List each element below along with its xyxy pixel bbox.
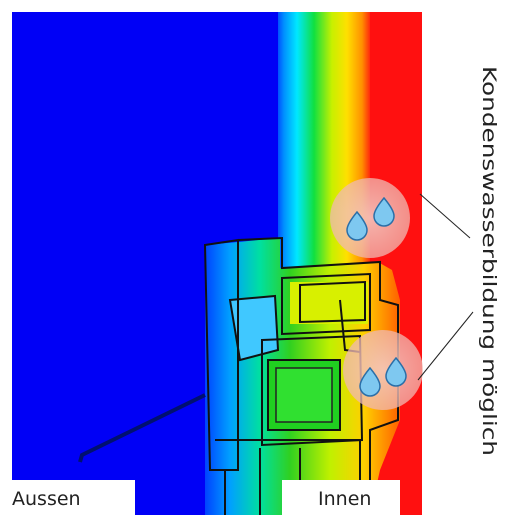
outside-label: Aussen (12, 488, 81, 510)
label-box (282, 480, 400, 515)
sill (78, 393, 206, 463)
leader-line (417, 311, 474, 381)
condensation-spot (330, 178, 410, 258)
droplets (346, 196, 407, 397)
label-box (0, 480, 135, 515)
inside-label: Innen (318, 488, 371, 510)
condensation-label: Kondenswasserbildung möglich (478, 66, 500, 456)
leader-line (419, 193, 471, 239)
condensation-spot (343, 330, 423, 410)
frame-core (290, 282, 368, 324)
glazing-bead (228, 294, 280, 362)
frame-chamber-inner (275, 367, 333, 423)
